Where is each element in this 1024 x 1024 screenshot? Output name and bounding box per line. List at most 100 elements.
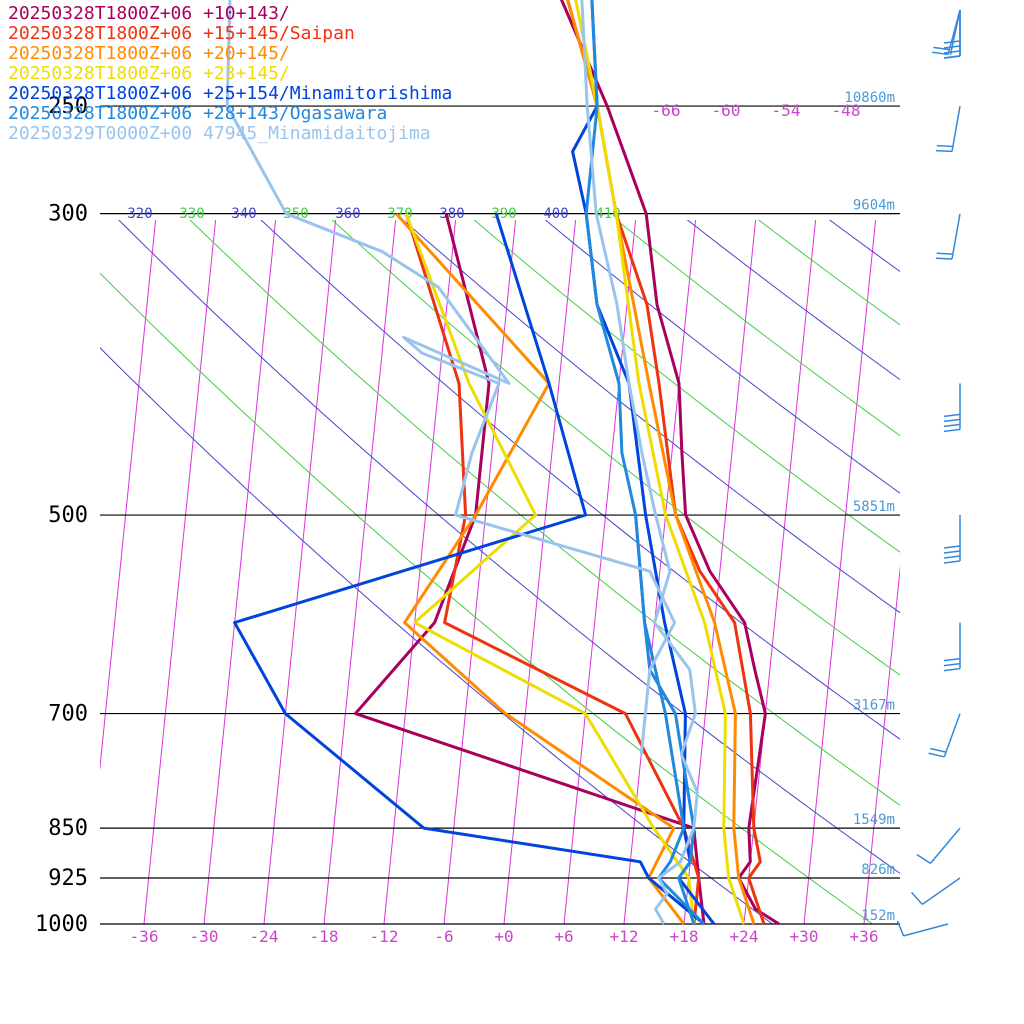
wind-barb-flag bbox=[943, 657, 961, 662]
isotherm-line bbox=[803, 220, 877, 924]
wind-barb-staff bbox=[929, 827, 961, 864]
wind-barb-flag bbox=[932, 51, 949, 56]
wind-barb-flag bbox=[943, 40, 961, 44]
height-label: 826m bbox=[861, 862, 895, 878]
temperature-line bbox=[566, 0, 766, 925]
wind-barb-flag bbox=[943, 662, 961, 667]
wind-barb-flag bbox=[943, 50, 961, 54]
temperature-tick-label: +30 bbox=[790, 927, 819, 946]
theta-label: 340 bbox=[231, 206, 256, 222]
wind-barb-flag bbox=[943, 423, 961, 428]
wind-barb-staff bbox=[921, 877, 961, 905]
wind-barb-staff bbox=[951, 105, 961, 152]
isotherm-top-label: -60 bbox=[712, 101, 741, 120]
wind-barb-flag bbox=[930, 747, 947, 753]
theta-label: 320 bbox=[127, 206, 152, 222]
wind-barb-flag bbox=[935, 257, 953, 260]
wind-barb-flag bbox=[935, 149, 953, 153]
isotherm-line bbox=[443, 220, 517, 924]
theta-label: 380 bbox=[439, 206, 464, 222]
wind-barb-flag bbox=[943, 545, 961, 549]
temperature-tick-label: +18 bbox=[670, 927, 699, 946]
wind-barb-flag bbox=[943, 55, 961, 59]
axis-labels: 10016581m15014172m20012349m25010860m3009… bbox=[35, 90, 895, 946]
temperature-tick-label: +12 bbox=[610, 927, 639, 946]
wind-barb-flag bbox=[943, 413, 961, 418]
temperature-line bbox=[559, 0, 780, 926]
wind-barb-flag bbox=[936, 252, 953, 255]
isotherm-line bbox=[683, 220, 757, 924]
pressure-label: 300 bbox=[48, 202, 88, 227]
wind-barb-flag bbox=[933, 46, 950, 51]
isotherm-line bbox=[563, 220, 637, 924]
wind-barb-flag bbox=[943, 550, 961, 554]
pressure-label: 850 bbox=[48, 816, 88, 841]
dewpoint-line bbox=[395, 212, 686, 925]
wind-barb bbox=[935, 105, 961, 153]
wind-barb-flag bbox=[910, 891, 923, 905]
wind-barb-flag bbox=[943, 555, 961, 559]
temperature-line bbox=[584, 0, 696, 925]
wind-barb bbox=[943, 383, 961, 433]
height-label: 5851m bbox=[853, 499, 895, 515]
legend-entry: 20250328T1800Z+06 +25+154/Minamitorishim… bbox=[8, 83, 453, 104]
height-label: 152m bbox=[861, 908, 895, 924]
temperature-tick-label: +6 bbox=[554, 927, 573, 946]
isotherm-top-label: -66 bbox=[652, 101, 681, 120]
isotherm-line bbox=[863, 565, 900, 924]
dry-adiabat-line bbox=[402, 220, 900, 614]
height-label: 9604m bbox=[853, 198, 895, 214]
legend-entry: 20250328T1800Z+06 +23+145/ bbox=[8, 63, 290, 84]
isotherm-line bbox=[323, 220, 397, 924]
height-label: 10860m bbox=[844, 90, 895, 106]
pressure-label: 1000 bbox=[35, 912, 88, 937]
isotherm-line bbox=[100, 220, 157, 772]
wind-barb bbox=[928, 713, 961, 758]
wind-barb bbox=[916, 827, 961, 864]
wind-barb-staff bbox=[943, 713, 961, 758]
height-label: 3167m bbox=[853, 698, 895, 714]
height-label: 1549m bbox=[853, 812, 895, 828]
theta-label: 360 bbox=[335, 206, 360, 222]
wind-barb-flag bbox=[943, 667, 961, 672]
temperature-tick-label: +24 bbox=[730, 927, 759, 946]
wind-barb-flag bbox=[943, 418, 961, 423]
wind-barb-flag bbox=[943, 428, 961, 433]
temperature-tick-label: -24 bbox=[250, 927, 279, 946]
wind-barb-staff bbox=[903, 923, 949, 937]
dry-adiabat-line bbox=[118, 220, 900, 874]
pressure-label: 925 bbox=[48, 866, 88, 891]
dry-adiabat-line bbox=[189, 220, 900, 806]
temperature-tick-label: +0 bbox=[494, 927, 513, 946]
isotherm-line bbox=[984, 0, 1024, 924]
legend-entry: 20250328T1800Z+06 +28+143/Ogasawara bbox=[8, 103, 388, 124]
isotherm-line bbox=[743, 220, 817, 924]
wind-barb bbox=[896, 920, 949, 937]
isotherm-line bbox=[203, 220, 277, 924]
theta-label: 350 bbox=[283, 206, 308, 222]
dry-adiabat-line bbox=[331, 220, 900, 676]
theta-label: 390 bbox=[491, 206, 516, 222]
temperature-line bbox=[574, 0, 746, 925]
legend: 20250328T1800Z+06 +10+143/20250328T1800Z… bbox=[8, 4, 452, 144]
temperature-tick-label: -12 bbox=[370, 927, 399, 946]
temperature-tick-label: -36 bbox=[130, 927, 159, 946]
isotherm-line bbox=[263, 220, 337, 924]
dewpoint-line bbox=[233, 213, 705, 926]
wind-barb-flag bbox=[928, 752, 945, 758]
wind-barb bbox=[910, 877, 961, 905]
dry-adiabat-line bbox=[100, 272, 874, 924]
wind-barb-flag bbox=[916, 853, 931, 864]
temperature-tick-label: -18 bbox=[310, 927, 339, 946]
isotherm-line bbox=[143, 220, 217, 924]
legend-entry: 20250328T1800Z+06 +15+145/Saipan bbox=[8, 23, 355, 44]
legend-entry: 20250329T0000Z+00 47945_Minamidaitojima bbox=[8, 123, 431, 144]
legend-entry: 20250328T1800Z+06 +10+143/ bbox=[8, 3, 290, 24]
isotherm-line bbox=[623, 220, 697, 924]
wind-barb-flag bbox=[943, 560, 961, 564]
series-group bbox=[404, 0, 746, 925]
wind-barb-flag bbox=[943, 45, 961, 49]
theta-label: 330 bbox=[179, 206, 204, 222]
profile-series bbox=[225, 0, 780, 926]
